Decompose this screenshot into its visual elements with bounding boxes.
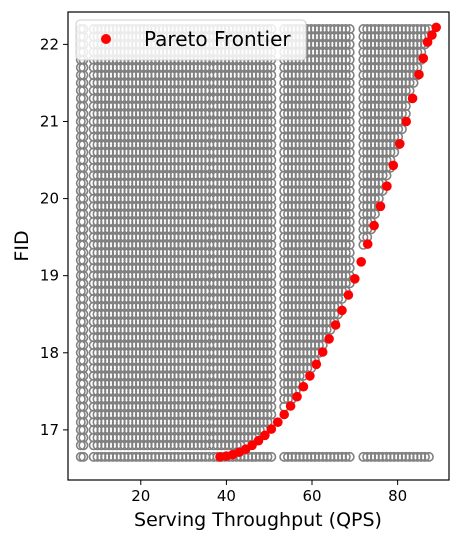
x-tick-label: 20	[131, 487, 150, 505]
pareto-frontier-point	[292, 391, 302, 402]
configuration-point	[262, 451, 273, 462]
configuration-point	[78, 440, 89, 451]
pareto-frontier-point	[324, 334, 334, 344]
configuration-point	[266, 451, 277, 462]
y-tick-label: 19	[40, 267, 59, 285]
configuration-point	[389, 147, 400, 158]
y-tick-label: 20	[40, 190, 59, 208]
configuration-point	[254, 424, 265, 435]
legend-marker-pareto	[101, 34, 111, 44]
configuration-point	[423, 451, 434, 462]
legend: Pareto Frontier	[75, 19, 307, 61]
pareto-frontier-point	[422, 37, 433, 47]
configuration-point	[419, 451, 430, 462]
pareto-frontier-point	[260, 430, 270, 441]
pareto-frontier-point	[362, 239, 373, 249]
pareto-frontier-point	[382, 181, 392, 191]
configuration-point	[408, 77, 419, 88]
x-tick-label: 60	[302, 487, 321, 505]
pareto-frontier-point	[427, 30, 437, 40]
pareto-frontier-point	[369, 220, 379, 231]
configuration-point	[369, 209, 380, 220]
pareto-frontier-point	[317, 347, 328, 357]
pareto-frontier-point	[266, 424, 277, 434]
configuration-point	[396, 124, 407, 135]
configuration-point	[340, 451, 351, 462]
y-tick-label: 18	[40, 344, 59, 362]
y-tick-label: 22	[40, 35, 59, 53]
pareto-frontier-point	[343, 290, 354, 300]
plot-frame	[67, 11, 450, 481]
configuration-point	[325, 324, 336, 335]
configuration-point	[78, 451, 89, 462]
pareto-frontier-point	[253, 435, 264, 446]
pareto-frontier-point	[375, 201, 386, 212]
legend-box	[75, 19, 307, 61]
pareto-frontier-point	[401, 116, 412, 127]
pareto-frontier-point	[285, 401, 296, 411]
pareto-frontier-point	[350, 274, 360, 284]
y-tick-label: 21	[40, 112, 59, 130]
pareto-frontier-point	[414, 69, 424, 80]
pareto-frontier-point	[305, 371, 315, 381]
x-tick-label: 40	[217, 487, 236, 505]
pareto-frontier-point	[279, 409, 290, 420]
y-axis-label: FID	[11, 230, 33, 261]
y-axis: 17 18 19 20 21 22	[40, 35, 68, 439]
pareto-frontier-points	[215, 22, 442, 462]
legend-label-pareto: Pareto Frontier	[144, 27, 291, 51]
pareto-frontier-point	[388, 160, 399, 171]
configuration-point	[344, 451, 355, 462]
pareto-frontier-point	[395, 139, 405, 149]
y-tick-label: 17	[40, 421, 59, 439]
pareto-frontier-point	[330, 320, 341, 330]
pareto-frontier-point	[418, 53, 429, 64]
pareto-frontier-point	[273, 417, 283, 428]
configuration-point	[381, 170, 392, 181]
pareto-frontier-point	[407, 93, 418, 104]
x-axis: 20 40 60 80	[131, 480, 407, 505]
x-axis-label: Serving Throughput (QPS)	[134, 509, 382, 531]
pareto-frontier-point	[431, 22, 442, 33]
pareto-frontier-point	[356, 257, 367, 267]
pareto-frontier-point	[337, 305, 347, 316]
pareto-frontier-point	[298, 381, 309, 392]
x-tick-label: 80	[388, 487, 407, 505]
pareto-frontier-point	[311, 359, 322, 370]
